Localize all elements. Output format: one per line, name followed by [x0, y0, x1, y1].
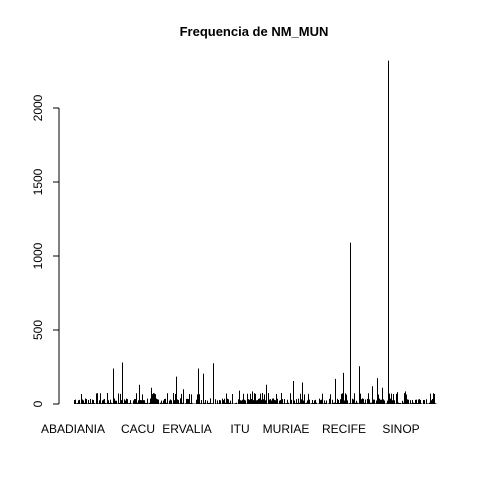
y-tick-label: 500: [31, 320, 45, 340]
x-tick-label: MURIAE: [263, 422, 310, 436]
x-tick-label: SINOP: [382, 422, 419, 436]
bars: [74, 60, 437, 404]
x-tick-label: ITU: [230, 422, 249, 436]
y-tick-label: 1000: [31, 242, 45, 269]
y-tick-label: 1500: [31, 168, 45, 195]
x-tick-label: ERVALIA: [162, 422, 212, 436]
y-axis: 0 500 1000 1500 2000: [31, 94, 60, 407]
x-tick-label: CACU: [121, 422, 155, 436]
x-axis-labels: ABADIANIA CACU ERVALIA ITU MURIAE RECIFE SINOP: [41, 422, 420, 436]
chart-title: Frequencia de NM_MUN: [180, 24, 329, 39]
y-tick-label: 0: [31, 400, 45, 407]
x-tick-label: ABADIANIA: [41, 422, 105, 436]
x-tick-label: RECIFE: [322, 422, 366, 436]
y-tick-label: 2000: [31, 94, 45, 121]
